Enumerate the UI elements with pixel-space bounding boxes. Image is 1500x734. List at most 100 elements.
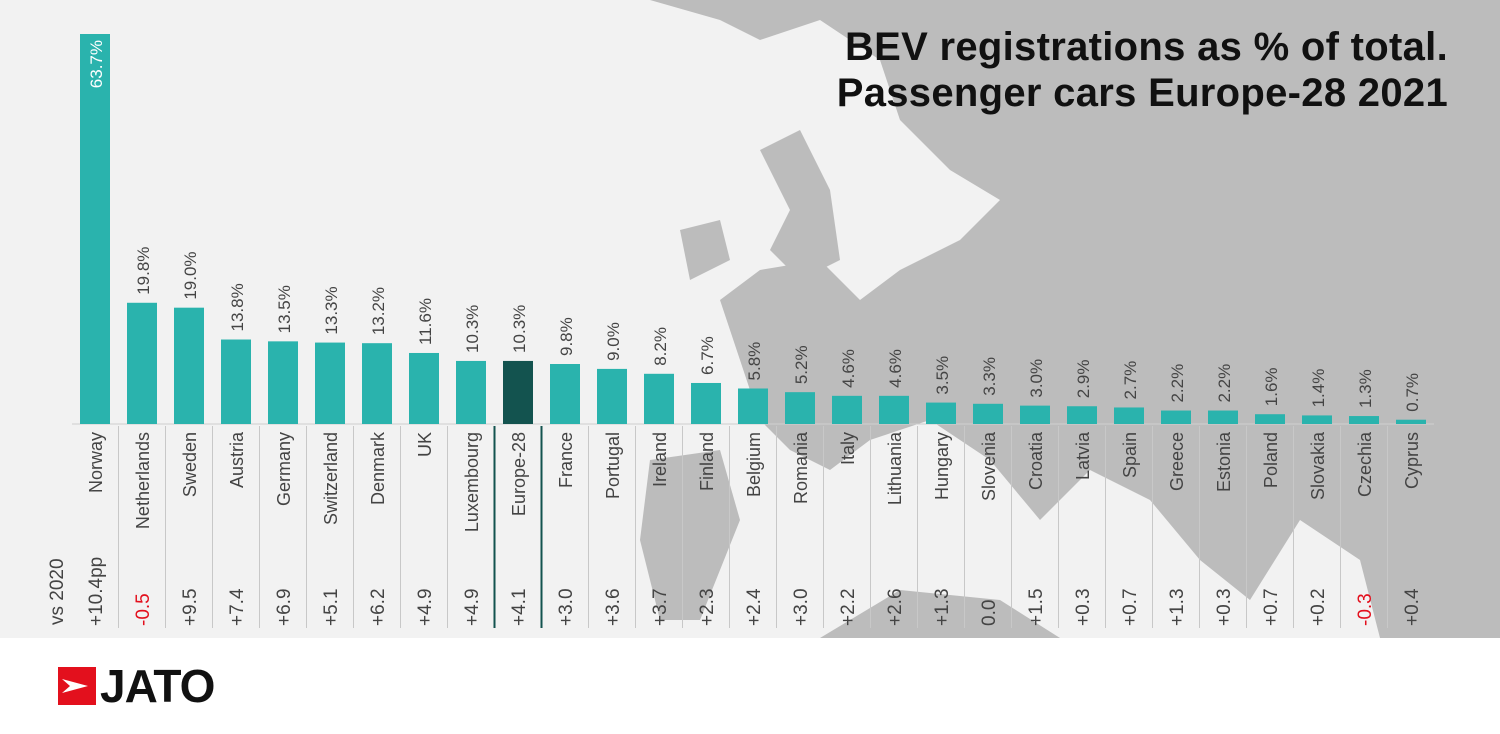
- value-label: 5.2%: [792, 345, 811, 384]
- change-label: +4.9: [462, 588, 483, 626]
- bar-cyprus: [1396, 419, 1426, 424]
- category-label: Hungary: [932, 432, 952, 500]
- change-label: +6.2: [368, 588, 389, 626]
- category-label: France: [556, 432, 576, 488]
- change-label: +2.6: [885, 588, 906, 626]
- bar-finland: [691, 382, 721, 424]
- value-label: 3.0%: [1027, 359, 1046, 398]
- value-label: 2.2%: [1168, 364, 1187, 403]
- category-label: Lithuania: [885, 431, 905, 505]
- value-label: 13.2%: [369, 287, 388, 335]
- bar-germany: [268, 341, 298, 424]
- value-label: 8.2%: [651, 327, 670, 366]
- category-label: Latvia: [1073, 431, 1093, 480]
- change-label: +7.4: [227, 588, 248, 626]
- category-label: Sweden: [180, 432, 200, 497]
- category-label: Greece: [1167, 432, 1187, 491]
- value-label: 10.3%: [510, 305, 529, 353]
- change-label: +5.1: [321, 588, 342, 626]
- bar-norway: [80, 34, 110, 424]
- value-label: 4.6%: [886, 349, 905, 388]
- bar-luxembourg: [456, 360, 486, 424]
- change-label: +3.6: [603, 588, 624, 626]
- category-label: Norway: [86, 432, 106, 493]
- category-label: Belgium: [744, 432, 764, 497]
- bar-belgium: [738, 388, 768, 424]
- value-label: 19.0%: [181, 251, 200, 299]
- category-label: Ireland: [650, 432, 670, 487]
- bar-croatia: [1020, 405, 1050, 424]
- category-label: Czechia: [1355, 431, 1375, 497]
- category-label: Netherlands: [133, 432, 153, 529]
- category-label: Poland: [1261, 432, 1281, 488]
- category-label: Luxembourg: [462, 432, 482, 532]
- change-label: +2.2: [838, 588, 859, 626]
- bar-hungary: [926, 402, 956, 424]
- value-label: 6.7%: [698, 336, 717, 375]
- change-label: +10.4pp: [86, 557, 107, 626]
- title-line-2: Passenger cars Europe-28 2021: [836, 71, 1448, 115]
- category-label: Germany: [274, 432, 294, 506]
- value-label: 0.7%: [1403, 373, 1422, 412]
- chart-title: BEV registrations as % of total. Passeng…: [837, 24, 1448, 116]
- jato-logo: JATO: [58, 660, 215, 712]
- category-label: Switzerland: [321, 432, 341, 525]
- category-label: Slovenia: [979, 431, 999, 501]
- bar-netherlands: [127, 302, 157, 424]
- change-label: +3.0: [556, 588, 577, 626]
- bar-latvia: [1067, 406, 1097, 424]
- title-line-1: BEV registrations as % of total.: [844, 25, 1448, 69]
- value-label: 63.7%: [87, 40, 106, 88]
- change-label: -0.5: [133, 593, 154, 626]
- change-label: +2.3: [697, 588, 718, 626]
- value-label: 2.7%: [1121, 361, 1140, 400]
- category-label: Slovakia: [1308, 431, 1328, 500]
- change-label: +6.9: [274, 588, 295, 626]
- value-label: 1.4%: [1309, 369, 1328, 408]
- chart-area: vs 2020 63.7% Norway +10.4pp 19.8% Netherlan…: [0, 0, 1500, 638]
- value-label: 13.8%: [228, 283, 247, 331]
- change-label: +4.1: [509, 588, 530, 626]
- value-label: 5.8%: [745, 342, 764, 381]
- change-label: -0.3: [1355, 593, 1376, 626]
- bar-ireland: [644, 373, 674, 424]
- value-label: 1.6%: [1262, 367, 1281, 406]
- bar-uk: [409, 352, 439, 424]
- change-label: +0.3: [1073, 588, 1094, 626]
- bar-sweden: [174, 307, 204, 424]
- bar-slovakia: [1302, 415, 1332, 424]
- value-label: 3.3%: [980, 357, 999, 396]
- category-label: UK: [415, 432, 435, 457]
- change-label: +3.0: [791, 588, 812, 626]
- change-label: +0.4: [1402, 588, 1423, 626]
- category-label: Denmark: [368, 431, 388, 505]
- value-label: 19.8%: [134, 247, 153, 295]
- category-label: Austria: [227, 431, 247, 488]
- value-label: 2.2%: [1215, 364, 1234, 403]
- bar-poland: [1255, 414, 1285, 424]
- logo-text: JATO: [100, 660, 215, 712]
- change-label: +0.7: [1120, 588, 1141, 626]
- value-label: 13.3%: [322, 286, 341, 334]
- bar-romania: [785, 392, 815, 424]
- vs-2020-label: vs 2020: [47, 558, 68, 625]
- value-label: 13.5%: [275, 285, 294, 333]
- map-background: [640, 0, 1500, 638]
- value-label: 3.5%: [933, 356, 952, 395]
- change-label: +1.3: [1167, 588, 1188, 626]
- bar-portugal: [597, 368, 627, 424]
- change-label: +1.3: [932, 588, 953, 626]
- bar-europe-28: [503, 360, 533, 424]
- change-label: +3.7: [650, 588, 671, 626]
- category-label: Estonia: [1214, 431, 1234, 492]
- value-label: 4.6%: [839, 349, 858, 388]
- category-label: Croatia: [1026, 431, 1046, 490]
- change-label: +0.7: [1261, 588, 1282, 626]
- bar-austria: [221, 339, 251, 424]
- category-label: Spain: [1120, 432, 1140, 478]
- category-label: Romania: [791, 431, 811, 504]
- category-label: Portugal: [603, 432, 623, 499]
- bar-greece: [1161, 410, 1191, 424]
- bar-czechia: [1349, 416, 1379, 424]
- category-label: Cyprus: [1402, 432, 1422, 489]
